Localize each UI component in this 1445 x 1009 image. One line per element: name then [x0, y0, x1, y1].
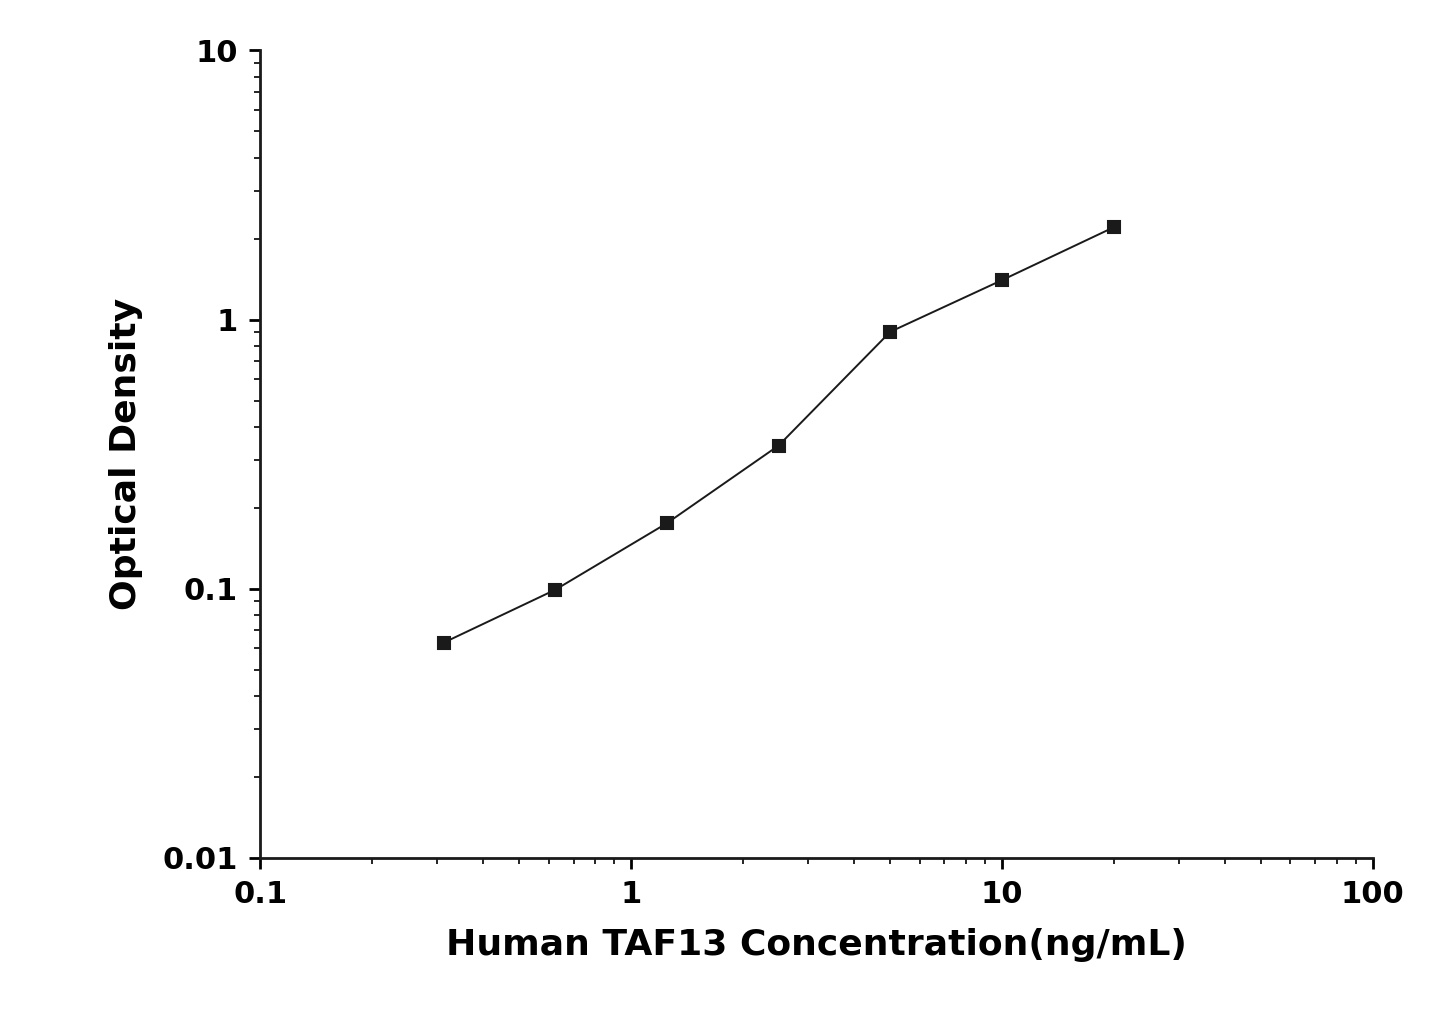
X-axis label: Human TAF13 Concentration(ng/mL): Human TAF13 Concentration(ng/mL)	[447, 928, 1186, 963]
Y-axis label: Optical Density: Optical Density	[108, 298, 143, 610]
